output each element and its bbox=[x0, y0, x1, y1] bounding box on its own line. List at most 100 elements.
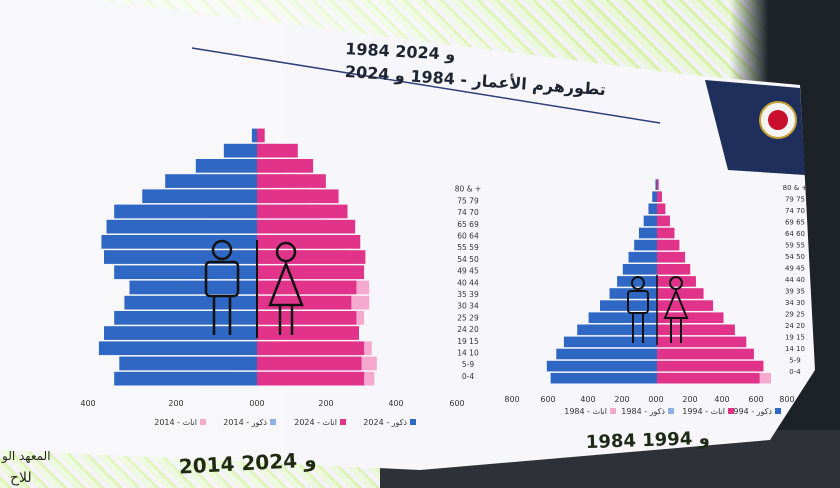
bar-اناث - 2024-74 70 bbox=[257, 159, 314, 173]
bar-ذكور - 1994-0-4 bbox=[550, 372, 657, 384]
bar-اناث - 1994-69 65 bbox=[657, 215, 670, 227]
age-label: 40 44 bbox=[457, 278, 479, 287]
age-label: 19 15 bbox=[457, 337, 479, 346]
age-label: 64 60 bbox=[785, 230, 805, 238]
bar-ذكور - 2024-49 45 bbox=[101, 235, 257, 249]
legend-left: ذكور - 2024 اناث - 2024 ذكور - 2014 اناث - … bbox=[154, 418, 416, 427]
legend-swatch bbox=[775, 408, 781, 414]
male-figure-icon bbox=[204, 239, 240, 335]
age-label: 39 35 bbox=[785, 287, 805, 295]
age-label: 29 25 bbox=[785, 310, 805, 318]
age-label: 54 50 bbox=[785, 253, 805, 261]
bar-ذكور - 1994-74 70 bbox=[648, 203, 657, 215]
bar-ذكور - 2024-0-4 bbox=[114, 371, 257, 386]
pyramid-1984-1994 bbox=[546, 179, 771, 384]
edge-text-b: للاح bbox=[10, 470, 32, 486]
edge-text-a: المعهد الو bbox=[1, 449, 51, 464]
bar-اناث - 2024-24 20 bbox=[257, 311, 357, 325]
bar-ذكور - 1994-19 15 bbox=[563, 336, 657, 348]
age-label: 75 79 bbox=[457, 196, 479, 205]
age-label: 14 10 bbox=[457, 349, 479, 358]
bar-اناث - 1994-80 & + bbox=[657, 179, 659, 190]
age-label: 65 69 bbox=[457, 220, 479, 229]
bar-ذكور - 1994-49 45 bbox=[622, 264, 657, 275]
bar-ذكور - 1994-5-9 bbox=[546, 360, 657, 372]
legend-label: ذكور - 1994 bbox=[728, 407, 772, 416]
legend-label: ذكور - 2024 bbox=[363, 418, 407, 427]
x-tick-label: 200 bbox=[318, 399, 333, 408]
bar-ذكور - 1994-24 20 bbox=[577, 324, 657, 336]
bar-اناث - 2024-80 & + bbox=[257, 128, 265, 143]
bar-اناث - 2024-5-9 bbox=[257, 356, 362, 371]
bar-ذكور - 2024-19 15 bbox=[104, 326, 257, 340]
age-label: 59 55 bbox=[785, 241, 805, 249]
age-label: 54 50 bbox=[457, 255, 479, 264]
age-labels-right: 0-4 5-9 14 10 19 15 24 20 29 25 34 30 39 35 44 4… bbox=[783, 184, 808, 376]
age-label: 5-9 bbox=[462, 360, 474, 369]
bar-ذكور - 2024-74 70 bbox=[195, 159, 257, 173]
bar-ذكور - 1994-69 65 bbox=[643, 215, 657, 227]
bar-اناث - 1994-59 55 bbox=[657, 239, 680, 251]
bar-ذكور - 2024-14 10 bbox=[98, 341, 258, 356]
bar-ذكور - 1994-64 60 bbox=[638, 227, 657, 239]
age-label: 14 10 bbox=[785, 345, 805, 353]
bar-اناث - 2024-40 44 bbox=[257, 250, 366, 264]
bar-اناث - 1994-29 25 bbox=[657, 312, 724, 323]
age-label: 74 70 bbox=[457, 208, 479, 217]
bar-ذكور - 2024-60 64 bbox=[142, 189, 257, 204]
x-tick-label: 000 bbox=[249, 399, 264, 408]
bar-ذكور - 1994-54 50 bbox=[628, 251, 657, 263]
bar-اناث - 2024-75 79 bbox=[257, 143, 298, 158]
legend-swatch bbox=[340, 419, 346, 425]
bar-ذكور - 1994-39 35 bbox=[609, 288, 657, 299]
bar-ذكور - 1994-59 55 bbox=[634, 239, 657, 251]
bar-ذكور - 2024-65 69 bbox=[165, 174, 257, 188]
legend-swatch bbox=[410, 419, 416, 425]
age-label: 60 64 bbox=[457, 232, 479, 241]
bar-ذكور - 1994-44 40 bbox=[617, 276, 657, 287]
bar-اناث - 1994-5-9 bbox=[657, 360, 764, 372]
age-label: 55 59 bbox=[457, 243, 479, 252]
age-label: 80 & + bbox=[783, 184, 808, 192]
bar-ذكور - 2024-24 20 bbox=[114, 311, 257, 325]
age-label: 24 20 bbox=[785, 322, 805, 330]
bar-اناث - 1994-79 75 bbox=[657, 191, 662, 202]
legend-swatch bbox=[200, 419, 206, 425]
age-label: 69 65 bbox=[785, 218, 805, 226]
bar-ذكور - 1994-14 10 bbox=[556, 348, 657, 360]
legend-label: اناث - 2024 bbox=[294, 418, 337, 427]
x-tick-label: 600 bbox=[449, 399, 464, 408]
age-label: 19 15 bbox=[785, 333, 805, 341]
female-figure-icon bbox=[268, 241, 304, 335]
bar-اناث - 1994-34 30 bbox=[657, 300, 714, 311]
bar-اناث - 2024-65 69 bbox=[257, 174, 326, 188]
x-tick-label: 000 bbox=[648, 395, 663, 404]
bar-ذكور - 2024-75 79 bbox=[223, 143, 257, 158]
legend-label: اناث - 2014 bbox=[154, 418, 197, 427]
bar-ذكور - 2024-30 34 bbox=[129, 280, 257, 295]
bar-ذكور - 2024-40 44 bbox=[104, 250, 257, 264]
bar-اناث - 2024-30 34 bbox=[257, 280, 357, 295]
bar-ذكور - 2024-54 50 bbox=[106, 219, 257, 234]
age-label: 80 & + bbox=[455, 185, 481, 194]
bar-اناث - 1994-74 70 bbox=[657, 203, 666, 215]
bar-ذكور - 1994-79 75 bbox=[652, 191, 657, 202]
age-labels-middle: 0-4 5-9 14 10 19 15 24 20 25 29 30 34 35 39 40 4… bbox=[455, 185, 481, 381]
x-tick-label: 600 bbox=[540, 395, 555, 404]
legend-label: اناث - 1984 bbox=[564, 407, 607, 416]
x-tick-label: 200 bbox=[168, 399, 183, 408]
age-label: 0-4 bbox=[789, 368, 801, 376]
bar-اناث - 2024-49 45 bbox=[257, 235, 361, 249]
x-tick-label: 600 bbox=[748, 395, 763, 404]
x-tick-label: 800 bbox=[779, 395, 794, 404]
age-label: 35 39 bbox=[457, 290, 479, 299]
x-tick-label: 400 bbox=[714, 395, 729, 404]
age-label: 79 75 bbox=[785, 195, 805, 203]
age-label: 25 29 bbox=[457, 313, 479, 322]
caption-right: 1984 و 1994 bbox=[586, 428, 711, 453]
age-label: 0-4 bbox=[462, 372, 474, 381]
age-label: 49 45 bbox=[785, 264, 805, 272]
bar-اناث - 1994-24 20 bbox=[657, 324, 735, 336]
bar-ذكور - 2024-80 & + bbox=[251, 128, 257, 143]
